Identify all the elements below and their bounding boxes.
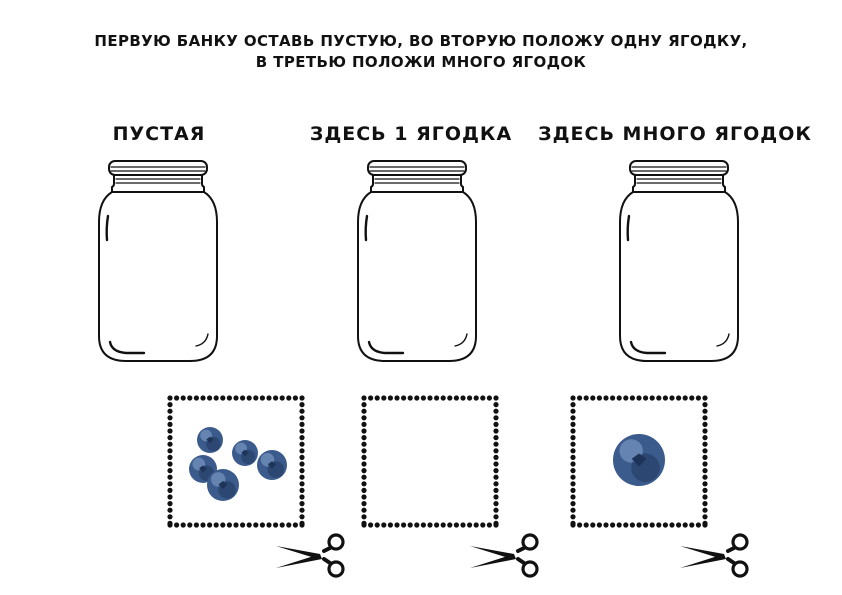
blueberry-icon (613, 434, 665, 486)
scissors-icon (466, 532, 540, 578)
scissors-icon (676, 532, 750, 578)
dotted-cut-line (361, 395, 499, 528)
jar-empty (96, 156, 220, 364)
scissors-icon (276, 533, 345, 578)
blueberry-icon (197, 427, 223, 453)
scissors-icon (272, 532, 346, 578)
scissors-icon (680, 533, 749, 578)
instruction-line-2: В ТРЕТЬЮ ПОЛОЖИ МНОГО ЯГОДОК (255, 53, 587, 71)
jar-one-berry (355, 156, 479, 364)
blueberry-icon (257, 450, 287, 480)
jar-many-berries (617, 156, 741, 364)
scissors-icon (470, 533, 539, 578)
cut-card-empty[interactable] (359, 393, 501, 530)
jar-icon (98, 160, 218, 362)
dotted-cut-line (167, 395, 305, 528)
jar-label-one-berry: ЗДЕСЬ 1 ЯГОДКА (309, 123, 513, 145)
jar-label-many-berries: ЗДЕСЬ МНОГО ЯГОДОК (538, 123, 812, 145)
cut-card-five-berries[interactable] (165, 393, 307, 530)
dotted-cut-line (570, 395, 708, 528)
jar-icon (357, 160, 477, 362)
jar-label-empty: ПУСТАЯ (112, 123, 206, 145)
blueberry-icon (232, 440, 258, 466)
blueberry-icon (207, 469, 239, 501)
cut-card-one-berry[interactable] (568, 393, 710, 530)
instruction-text: ПЕРВУЮ БАНКУ ОСТАВЬ ПУСТУЮ, ВО ВТОРУЮ ПО… (0, 31, 842, 73)
jar-icon (619, 160, 739, 362)
instruction-line-1: ПЕРВУЮ БАНКУ ОСТАВЬ ПУСТУЮ, ВО ВТОРУЮ ПО… (94, 32, 748, 50)
